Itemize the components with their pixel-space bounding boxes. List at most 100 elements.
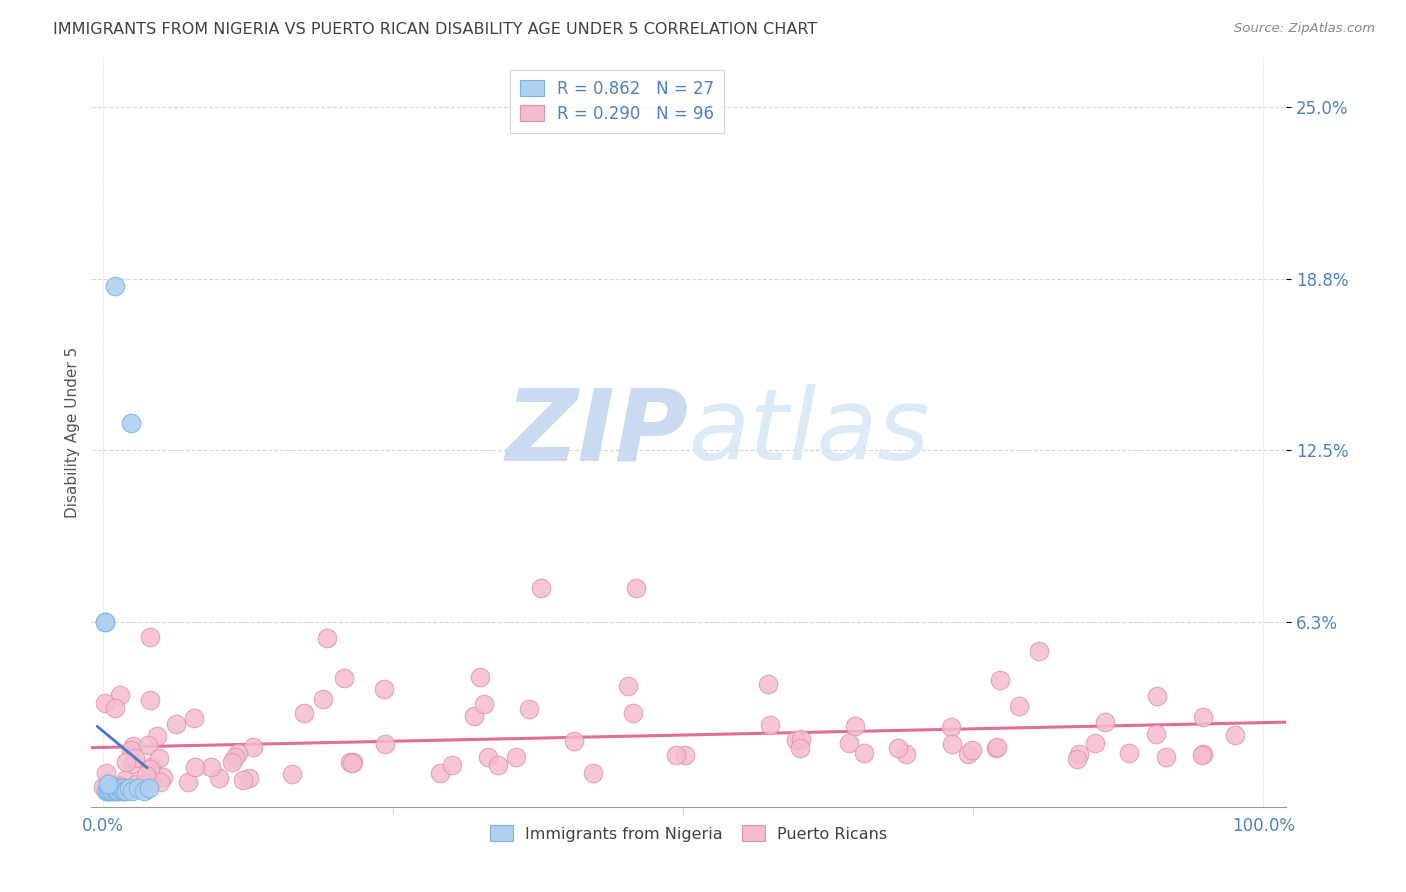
Point (790, 732, 813, 747)
Point (107, 784, 129, 798)
Point (621, 706, 644, 721)
Point (242, 739, 264, 754)
Point (224, 749, 246, 764)
Point (1192, 747, 1215, 761)
Point (756, 677, 779, 691)
Point (232, 773, 254, 788)
Point (121, 784, 143, 798)
Point (103, 780, 125, 795)
Point (93, 780, 115, 794)
Point (149, 775, 172, 789)
Point (112, 784, 135, 798)
Point (97, 776, 120, 790)
Point (111, 780, 134, 795)
Point (124, 750, 146, 764)
Point (505, 749, 527, 764)
Point (664, 747, 686, 762)
Point (316, 631, 339, 645)
Point (1067, 747, 1090, 762)
Point (127, 780, 149, 795)
Point (226, 747, 249, 761)
Point (486, 758, 509, 772)
Text: Source: ZipAtlas.com: Source: ZipAtlas.com (1234, 22, 1375, 36)
Point (1028, 644, 1050, 658)
Point (200, 760, 222, 774)
Point (517, 702, 540, 716)
Text: IMMIGRANTS FROM NIGERIA VS PUERTO RICAN DISABILITY AGE UNDER 5 CORRELATION CHART: IMMIGRANTS FROM NIGERIA VS PUERTO RICAN … (53, 22, 818, 37)
Point (125, 777, 148, 791)
Point (238, 772, 260, 786)
Point (957, 747, 980, 762)
Point (1084, 736, 1107, 750)
Point (146, 730, 169, 744)
Point (108, 780, 131, 795)
Point (1192, 710, 1215, 724)
Point (100, 784, 122, 798)
Point (177, 775, 200, 789)
Point (139, 630, 162, 644)
Point (617, 680, 640, 694)
Point (785, 732, 807, 747)
Point (1223, 728, 1246, 742)
Point (97, 784, 120, 798)
Point (94, 615, 117, 629)
Point (183, 711, 205, 725)
Point (1066, 752, 1088, 766)
Point (440, 757, 463, 772)
Point (463, 708, 485, 723)
Legend: Immigrants from Nigeria, Puerto Ricans: Immigrants from Nigeria, Puerto Ricans (484, 819, 894, 848)
Point (941, 737, 963, 751)
Point (844, 718, 866, 732)
Point (138, 780, 160, 795)
Point (342, 755, 364, 769)
Point (342, 756, 364, 770)
Point (101, 784, 124, 798)
Point (94, 615, 117, 629)
Point (960, 743, 983, 757)
Point (894, 747, 917, 761)
Point (472, 697, 495, 711)
Point (110, 780, 132, 795)
Point (941, 720, 963, 734)
Point (139, 760, 162, 774)
Point (121, 757, 143, 772)
Point (332, 671, 354, 685)
Point (108, 779, 131, 793)
Point (208, 771, 231, 785)
Point (97, 777, 120, 791)
Point (1154, 750, 1177, 764)
Point (1094, 714, 1116, 729)
Point (110, 784, 132, 798)
Point (104, 784, 127, 798)
Point (131, 777, 153, 791)
Point (104, 701, 127, 715)
Point (624, 581, 647, 595)
Point (148, 750, 170, 764)
Point (152, 770, 174, 784)
Point (114, 773, 136, 788)
Point (281, 767, 304, 781)
Point (139, 693, 162, 707)
Point (986, 740, 1008, 755)
Point (94, 696, 117, 710)
Point (115, 784, 138, 798)
Point (104, 278, 127, 293)
Point (96, 784, 118, 798)
Point (115, 756, 138, 770)
Point (120, 416, 142, 430)
Point (97, 784, 120, 798)
Point (887, 741, 910, 756)
Point (104, 780, 127, 795)
Point (1144, 727, 1167, 741)
Point (94, 766, 117, 780)
Point (1008, 699, 1031, 714)
Point (1118, 747, 1140, 761)
Point (292, 706, 315, 720)
Point (120, 743, 142, 757)
Point (853, 746, 876, 760)
Point (339, 755, 361, 769)
Point (110, 688, 132, 702)
Point (581, 766, 603, 780)
Text: ZIP: ZIP (506, 384, 689, 481)
Point (183, 760, 205, 774)
